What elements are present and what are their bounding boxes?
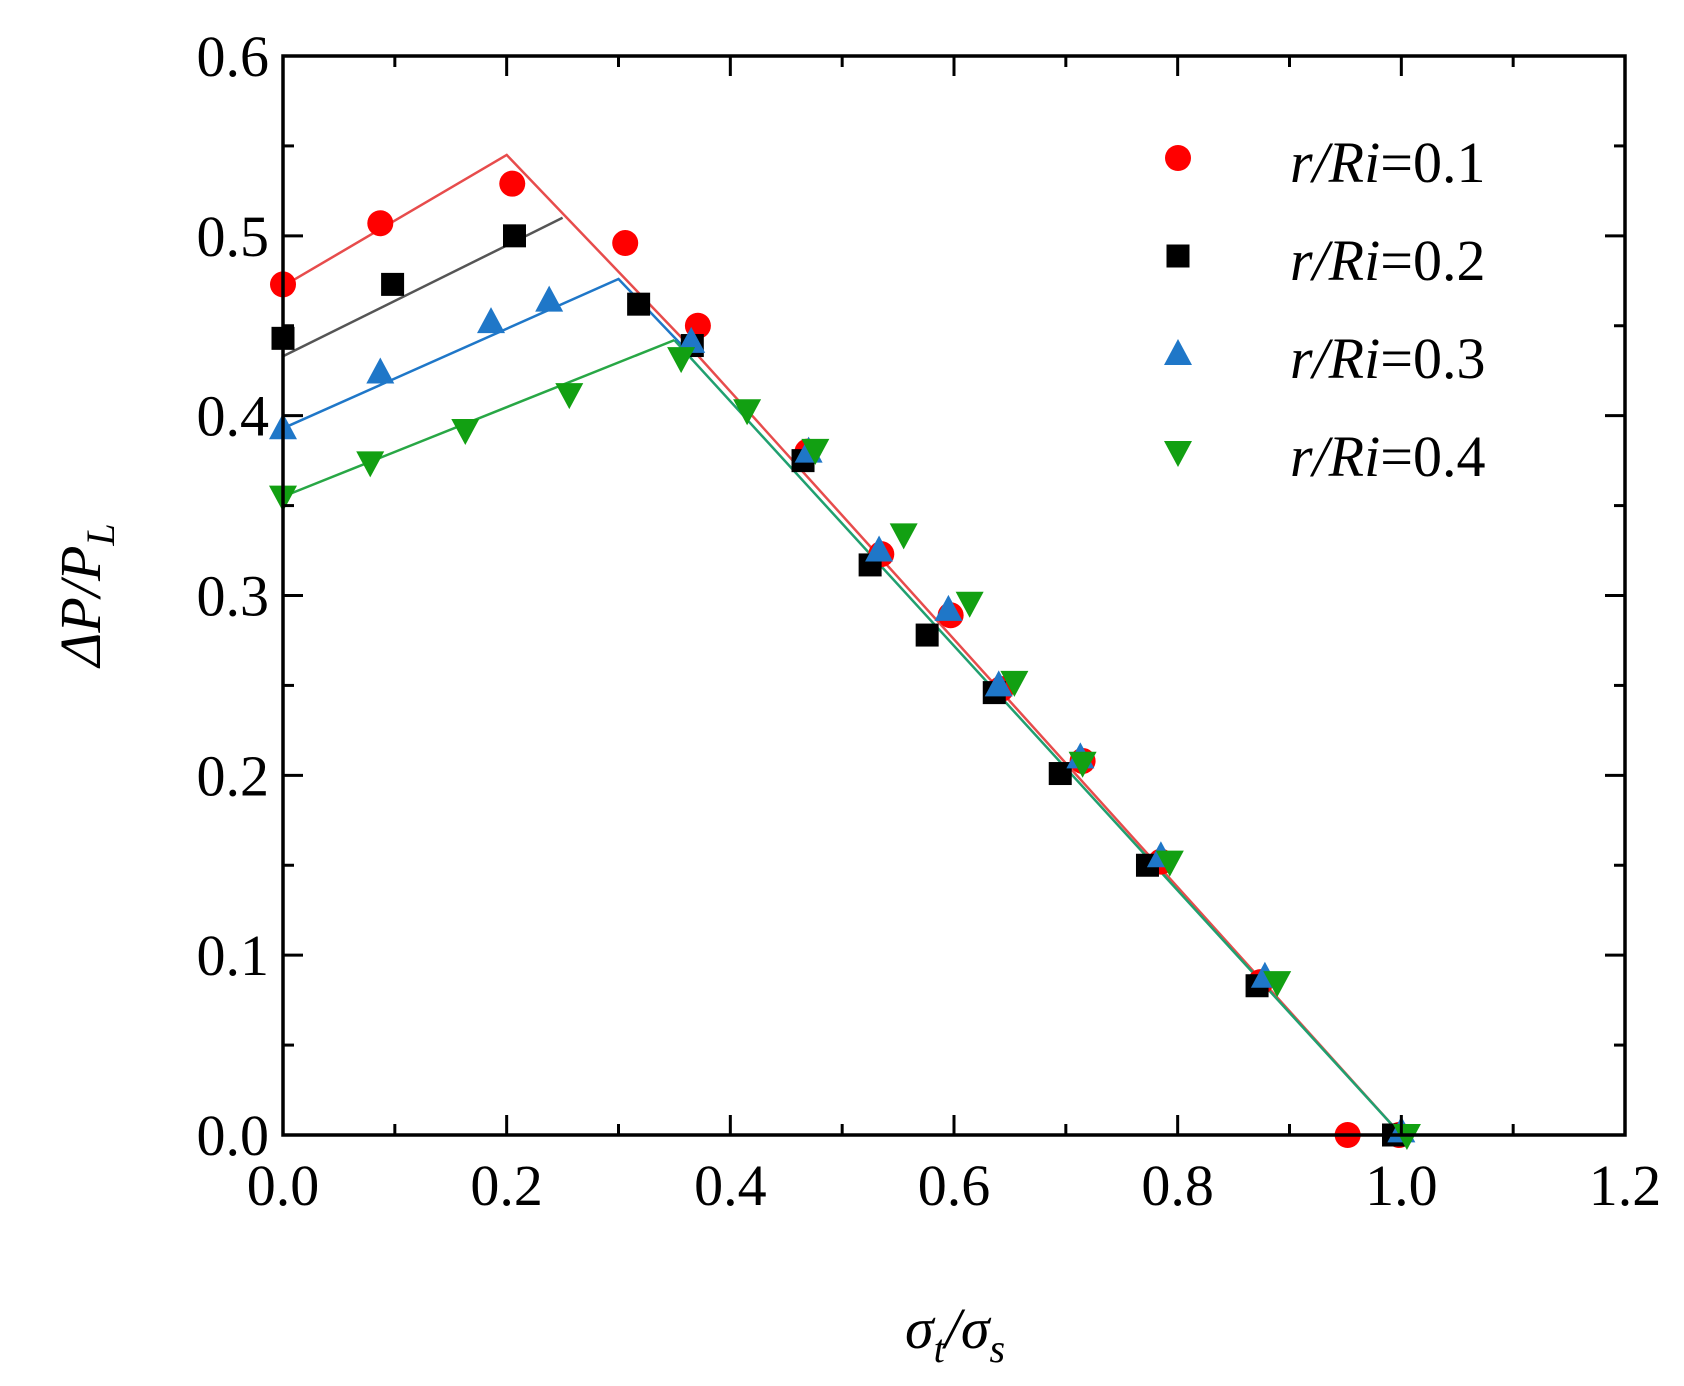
x-tick-label: 1.2 — [1589, 1153, 1662, 1218]
data-point — [1000, 670, 1029, 697]
data-points — [269, 170, 1421, 1150]
x-tick-label: 0.0 — [247, 1153, 320, 1218]
legend-label: r/Ri=0.2 — [1290, 228, 1485, 293]
data-point — [733, 399, 762, 426]
y-tick-label: 0.2 — [197, 743, 270, 808]
data-point — [667, 347, 696, 374]
fit-line — [282, 277, 687, 430]
fit-line — [282, 153, 1403, 1136]
data-point — [677, 326, 706, 353]
data-point — [915, 623, 939, 647]
legend-label: r/Ri=0.3 — [1290, 326, 1485, 391]
y-tick-label: 0.5 — [197, 204, 270, 269]
data-point — [889, 523, 918, 550]
data-point — [934, 594, 963, 621]
fit-line-descending — [673, 339, 1403, 1136]
data-point — [502, 224, 526, 248]
data-point — [535, 285, 564, 312]
data-point — [356, 451, 385, 478]
data-point — [477, 307, 506, 334]
data-point — [627, 292, 651, 316]
x-axis-title: σt/σs — [905, 1296, 1005, 1371]
data-point — [555, 383, 584, 410]
legend-marker — [1164, 441, 1192, 467]
legend-label: r/Ri=0.1 — [1290, 130, 1485, 195]
legend-marker — [1164, 339, 1192, 365]
y-axis-title: ΔP/PL — [48, 523, 123, 668]
data-point — [1155, 850, 1184, 877]
data-point — [1068, 751, 1097, 778]
data-point — [984, 670, 1013, 697]
data-point — [1048, 762, 1072, 786]
tick-labels: 0.0 0.2 0.4 0.6 0.8 1.0 1.2 0.0 0.1 0.2 0.3 0.4 0.5 0… — [197, 24, 1662, 1218]
data-point — [612, 230, 639, 257]
plot-frame — [281, 54, 1627, 1137]
x-tick-label: 0.8 — [1141, 1153, 1214, 1218]
y-tick-label: 0.0 — [197, 1103, 270, 1168]
x-tick-label: 0.2 — [470, 1153, 543, 1218]
data-point — [381, 272, 405, 296]
legend-marker — [1165, 145, 1191, 171]
data-point — [366, 357, 395, 384]
y-tick-label: 0.6 — [197, 24, 270, 89]
y-tick-label: 0.3 — [197, 564, 270, 629]
data-point — [367, 210, 394, 237]
data-point — [955, 591, 984, 618]
x-tick-label: 1.0 — [1365, 1153, 1438, 1218]
fit-line — [282, 338, 675, 498]
data-point — [801, 438, 830, 465]
x-tick-label: 0.6 — [918, 1153, 991, 1218]
data-point — [451, 419, 480, 446]
y-tick-label: 0.1 — [197, 923, 270, 988]
legend-label: r/Ri=0.4 — [1290, 424, 1485, 489]
data-point — [1263, 971, 1292, 998]
x-tick-label: 0.4 — [694, 1153, 767, 1218]
data-point — [865, 535, 894, 562]
data-point — [499, 170, 526, 197]
fit-lines — [282, 153, 1403, 1136]
axes — [281, 54, 1627, 1137]
legend-marker — [1166, 244, 1190, 268]
y-tick-label: 0.4 — [197, 384, 270, 449]
legend: r/Ri=0.1 r/Ri=0.2 r/Ri=0.3 r/Ri=0.4 — [1164, 130, 1485, 489]
